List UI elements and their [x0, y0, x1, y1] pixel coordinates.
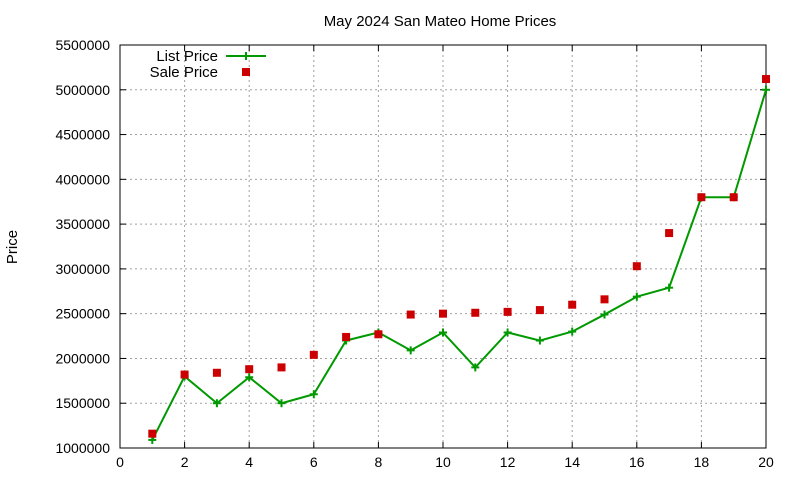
- list-price-point: [568, 327, 577, 336]
- sale-price-point: [212, 368, 221, 377]
- sale-price-point: [697, 193, 706, 202]
- sale-price-point: [406, 310, 415, 319]
- x-tick-label: 2: [181, 454, 189, 470]
- sale-price-point: [535, 306, 544, 315]
- x-tick-label: 12: [500, 454, 516, 470]
- list-price-point: [277, 399, 286, 408]
- sale-price-point: [148, 429, 157, 438]
- sale-price-point: [374, 330, 383, 339]
- series-layer: [148, 75, 770, 444]
- list-price-point: [309, 390, 318, 399]
- legend-marker-list-price: [242, 52, 250, 60]
- list-price-point: [632, 292, 641, 301]
- y-tick-label: 3000000: [55, 261, 110, 277]
- x-tick-label: 14: [564, 454, 580, 470]
- y-tick-label: 2500000: [55, 306, 110, 322]
- grid: [120, 45, 766, 448]
- y-tick-label: 3500000: [55, 216, 110, 232]
- y-tick-label: 5500000: [55, 37, 110, 53]
- sale-price-point: [600, 295, 609, 304]
- chart-title: May 2024 San Mateo Home Prices: [324, 13, 557, 30]
- list-price-point: [600, 310, 609, 319]
- x-tick-label: 6: [310, 454, 318, 470]
- series-sale-price: [148, 75, 770, 438]
- y-tick-label: 5000000: [55, 82, 110, 98]
- x-tick-label: 10: [435, 454, 451, 470]
- list-price-point: [503, 328, 512, 337]
- list-price-line: [151, 89, 767, 441]
- y-tick-label: 1500000: [55, 395, 110, 411]
- sale-price-point: [762, 75, 770, 84]
- list-price-point: [406, 346, 415, 355]
- sale-price-point: [277, 363, 286, 372]
- legend-marker-sale-price: [242, 68, 250, 76]
- sale-price-point: [471, 308, 480, 317]
- legend-label-list-price: List Price: [156, 48, 218, 65]
- x-tick-label: 16: [629, 454, 645, 470]
- y-tick-label: 4500000: [55, 127, 110, 143]
- sale-price-point: [439, 309, 447, 318]
- list-price-point: [535, 336, 544, 345]
- x-tick-label: 18: [694, 454, 710, 470]
- list-price-point: [762, 85, 770, 94]
- list-price-point: [245, 373, 254, 382]
- list-price-point: [212, 399, 221, 408]
- sale-price-point: [309, 350, 318, 359]
- sale-price-point: [342, 332, 351, 341]
- sale-price-point: [665, 229, 674, 238]
- sale-price-point: [729, 193, 738, 202]
- axes: 0 2 4 6 8 10 12 14 16 18 20 1000000 1500000 2000000 25…: [55, 37, 774, 470]
- sale-price-point: [180, 370, 189, 379]
- x-tick-label: 4: [245, 454, 253, 470]
- sale-price-point: [245, 365, 254, 374]
- list-price-point: [471, 363, 480, 372]
- series-list-price: [148, 85, 770, 444]
- legend-label-sale-price: Sale Price: [150, 64, 218, 81]
- x-tick-label: 8: [375, 454, 383, 470]
- y-tick-label: 2000000: [55, 350, 110, 366]
- y-axis-label: Price: [4, 230, 21, 264]
- sale-price-point: [632, 262, 641, 271]
- y-tick-label: 4000000: [55, 171, 110, 187]
- list-price-point: [665, 283, 674, 292]
- y-tick-label: 1000000: [55, 440, 110, 456]
- list-price-point: [439, 328, 447, 337]
- sale-price-point: [568, 300, 577, 309]
- sale-price-point: [503, 307, 512, 316]
- x-tick-label: 20: [758, 454, 774, 470]
- x-tick-label: 0: [116, 454, 124, 470]
